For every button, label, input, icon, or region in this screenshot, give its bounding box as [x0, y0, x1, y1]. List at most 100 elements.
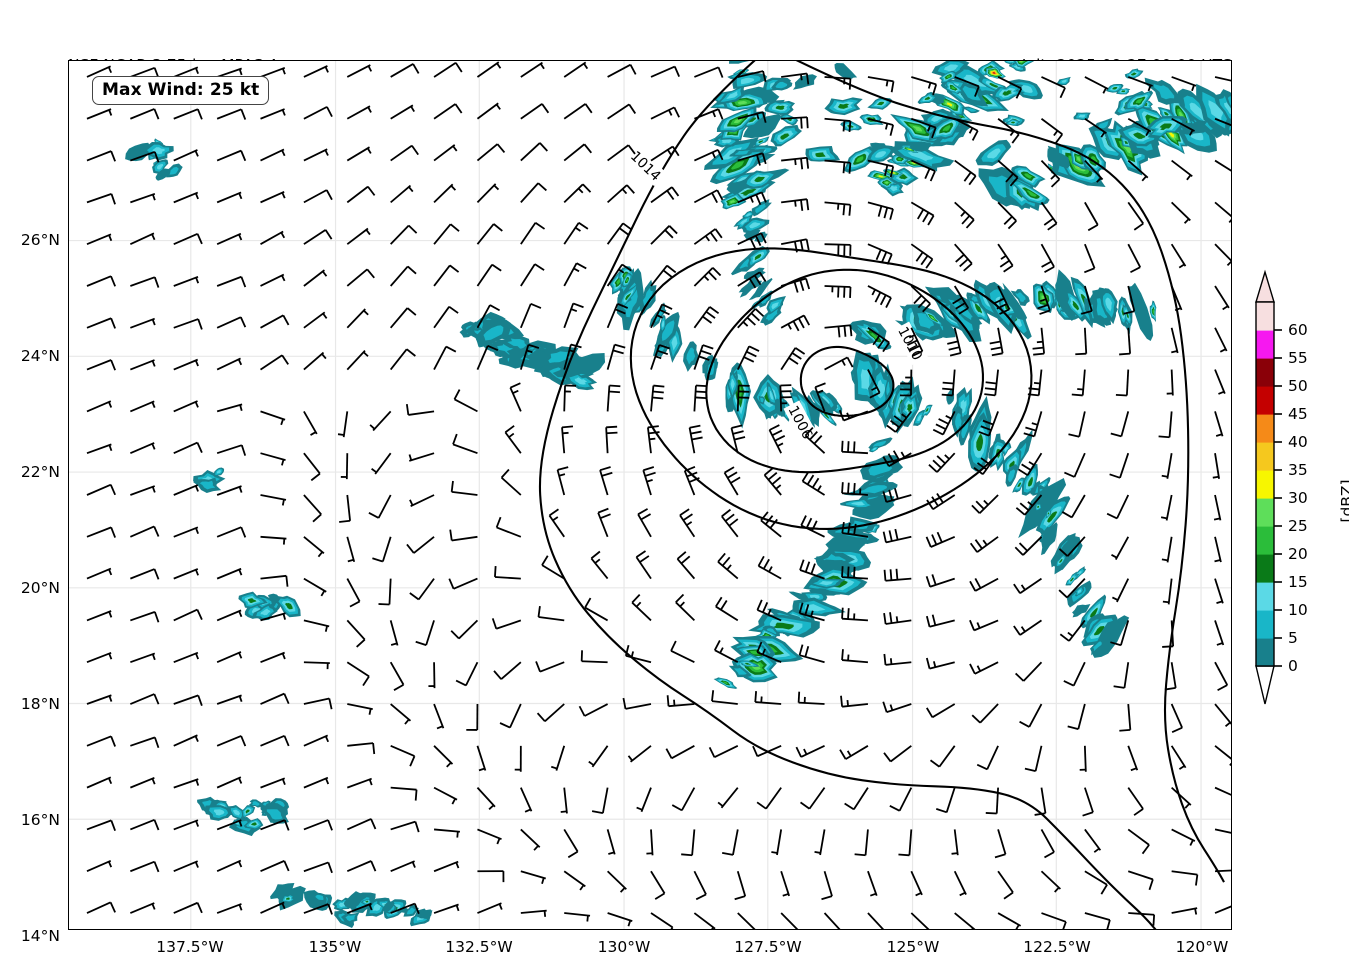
wind-barb — [1106, 494, 1130, 520]
wind-barb — [173, 441, 203, 455]
reflectivity-cell — [729, 148, 757, 157]
colorbar-band — [1256, 638, 1274, 667]
wind-barb — [1058, 536, 1086, 557]
wind-barb — [537, 606, 565, 622]
wind-barb — [86, 150, 116, 162]
reflectivity-cell — [1011, 165, 1046, 188]
wind-barb — [971, 703, 999, 724]
wind-barb — [763, 467, 782, 496]
wind-barb — [605, 425, 618, 454]
reflectivity-cell — [813, 589, 841, 596]
wind-barb — [409, 494, 435, 507]
reflectivity-cell — [928, 114, 962, 141]
wind-barb — [520, 787, 533, 813]
wind-barb — [1214, 201, 1231, 224]
wind-barb — [260, 860, 290, 873]
wind-barb — [1063, 661, 1086, 687]
wind-barb — [1127, 243, 1141, 274]
wind-barb — [708, 745, 739, 759]
wind-barb — [1084, 828, 1102, 853]
reflectivity-cell — [1149, 300, 1157, 323]
reflectivity-cell — [1092, 615, 1130, 658]
wind-barb — [1014, 536, 1043, 556]
y-axis-tick-label: 16°N — [20, 811, 60, 829]
wind-barb — [590, 550, 609, 580]
wind-barb — [1214, 117, 1231, 127]
wind-barb — [737, 912, 756, 929]
colorbar-tick-label: 60 — [1288, 321, 1308, 339]
reflectivity-cell — [340, 912, 360, 925]
wind-barb — [889, 787, 913, 812]
reflectivity-cell — [1005, 118, 1021, 126]
wind-barb — [1214, 869, 1231, 873]
wind-barb — [1214, 786, 1231, 796]
wind-barb — [906, 327, 924, 357]
wind-barb — [1040, 870, 1061, 893]
wind-barb — [1023, 411, 1043, 438]
wind-barb — [984, 369, 999, 397]
wind-barb — [736, 345, 760, 370]
reflectivity-cell — [166, 163, 183, 178]
wind-barb — [216, 485, 243, 496]
wind-barb — [760, 511, 782, 538]
wind-barb — [676, 551, 696, 580]
wind-barb — [1127, 117, 1152, 137]
wind-barb — [1068, 411, 1086, 438]
wind-barb — [260, 651, 286, 664]
reflectivity-cell — [1073, 112, 1091, 121]
wind-barb — [563, 103, 593, 120]
wind-barb — [635, 550, 652, 580]
wind-barb — [973, 452, 999, 475]
wind-barb — [1123, 285, 1136, 315]
wind-barb — [971, 494, 999, 514]
wind-barb — [867, 285, 892, 308]
wind-barb — [591, 787, 609, 815]
reflectivity-cell — [360, 898, 372, 905]
wind-barb — [520, 303, 542, 329]
wind-barb — [260, 535, 287, 545]
wind-barb — [216, 444, 247, 456]
reflectivity-cell — [899, 145, 919, 153]
reflectivity-cell — [727, 369, 739, 401]
wind-barb — [599, 466, 613, 496]
wind-barb — [130, 485, 156, 496]
wind-barb — [737, 308, 765, 329]
wind-barb — [86, 776, 113, 789]
wind-barb — [433, 62, 463, 78]
reflectivity-cell — [728, 665, 752, 678]
wind-barb — [1214, 411, 1224, 437]
wind-barb — [389, 620, 399, 646]
wind-barb — [448, 577, 478, 590]
reflectivity-cell — [1013, 61, 1034, 68]
wind-barb — [578, 703, 609, 717]
wind-barb — [130, 400, 156, 413]
wind-barb — [389, 661, 405, 691]
wind-barb — [303, 903, 333, 915]
wind-barb — [883, 568, 912, 582]
wind-barb — [900, 369, 913, 397]
wind-barb — [499, 703, 522, 729]
wind-barb — [337, 411, 349, 438]
reflectivity-cell — [824, 97, 863, 116]
y-axis-tick-label: 24°N — [20, 347, 60, 365]
wind-barb — [867, 369, 881, 399]
wind-barb — [647, 425, 660, 454]
wind-barb — [768, 424, 786, 454]
wind-barb — [823, 912, 841, 929]
wind-barb — [433, 745, 454, 768]
reflectivity-cell — [913, 409, 926, 427]
colorbar-tick-label: 25 — [1288, 517, 1308, 535]
reflectivity-cell — [1102, 120, 1149, 176]
wind-barb — [1041, 76, 1066, 99]
wind-barb — [86, 317, 116, 329]
colorbar-tick-label: 30 — [1288, 489, 1308, 507]
wind-barb — [500, 468, 522, 496]
reflectivity-cell — [939, 70, 957, 84]
wind-barb — [1214, 905, 1231, 914]
colorbar-tick-label: 40 — [1288, 433, 1308, 451]
wind-barb — [1214, 578, 1224, 605]
wind-barb — [711, 690, 738, 705]
wind-barb — [1127, 159, 1149, 182]
colorbar-tick-label: 20 — [1288, 545, 1308, 563]
wind-barb — [346, 64, 373, 78]
